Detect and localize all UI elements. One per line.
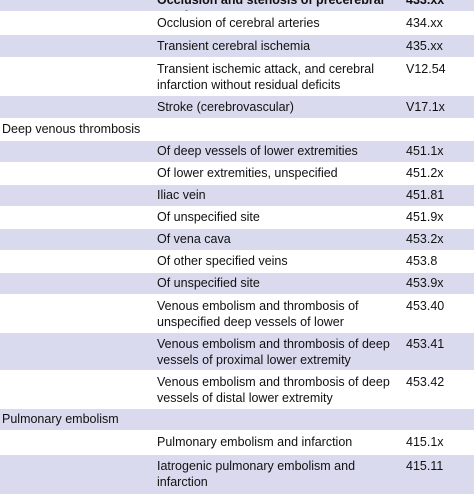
table-row: Venous embolism and thrombosis of unspec… xyxy=(0,294,474,345)
description-cell: Stroke (cerebrovascular) xyxy=(157,100,294,114)
description-cell: Of unspecified site xyxy=(157,276,260,290)
table-row: Of other specified veins 453.8 xyxy=(0,250,474,272)
table-row: Of unspecified site 451.9x xyxy=(0,206,474,228)
code-cell: 415.11 xyxy=(406,459,444,473)
table-row: Transient cerebral ischemia 435.xx xyxy=(0,34,474,57)
category-row: Deep venous thrombosis xyxy=(0,118,474,140)
description-cell: Pulmonary embolism and infarction xyxy=(157,435,353,449)
description-cell: Venous embolism and thrombosis of deep v… xyxy=(157,337,390,367)
code-cell: 453.40 xyxy=(406,299,445,313)
description-cell: Iliac vein xyxy=(157,188,206,202)
description-cell: Iatrogenic pulmonary embolism and infarc… xyxy=(157,459,356,489)
code-cell: 453.2x xyxy=(406,232,444,246)
table-row: Venous embolism and thrombosis of deep v… xyxy=(0,370,474,408)
table-row: Venous embolism and thrombosis of deep v… xyxy=(0,332,474,370)
table-row: Pulmonary embolism and infarction 415.1x xyxy=(0,430,474,454)
category-label: Pulmonary embolism xyxy=(2,412,119,426)
code-cell: 453.42 xyxy=(406,375,445,389)
table-row: Iatrogenic pulmonary embolism and infarc… xyxy=(0,454,474,494)
table-row: Of vena cava 453.2x xyxy=(0,228,474,250)
table-row: Iliac vein 451.81 xyxy=(0,184,474,206)
table-row: Of deep vessels of lower extremities 451.… xyxy=(0,140,474,162)
category-row: Pulmonary embolism xyxy=(0,408,474,430)
code-cell: 435.xx xyxy=(406,39,443,53)
category-label: Deep venous thrombosis xyxy=(2,122,141,136)
code-cell: V12.54 xyxy=(406,62,446,76)
code-cell: 453.9x xyxy=(406,276,444,290)
code-cell: 451.2x xyxy=(406,166,444,180)
description-cell: Of deep vessels of lower extremities xyxy=(157,144,358,158)
description-cell: Transient cerebral ischemia xyxy=(157,39,311,53)
table-row: Of unspecified site 453.9x xyxy=(0,272,474,294)
table-row: Occlusion of cerebral arteries 434.xx xyxy=(0,11,474,34)
description-cell: Transient ischemic attack, and cerebral … xyxy=(157,62,374,92)
code-cell: 451.1x xyxy=(406,144,444,158)
description-cell: Of vena cava xyxy=(157,232,231,246)
code-cell: 434.xx xyxy=(406,16,443,30)
code-cell: 433.xx xyxy=(406,0,445,7)
description-cell: Occlusion of cerebral arteries xyxy=(157,16,320,30)
description-cell: Of unspecified site xyxy=(157,210,260,224)
code-cell: 451.9x xyxy=(406,210,444,224)
description-cell: Of lower extremities, unspecified xyxy=(157,166,338,180)
code-cell: 415.1x xyxy=(406,435,444,449)
table-row: Transient ischemic attack, and cerebral … xyxy=(0,57,474,95)
code-cell: 453.41 xyxy=(406,337,445,351)
table-row: Of lower extremities, unspecified 451.2x xyxy=(0,162,474,184)
description-cell: Of other specified veins xyxy=(157,254,288,268)
description-cell: Venous embolism and thrombosis of deep v… xyxy=(157,375,390,405)
table-row: Stroke (cerebrovascular) V17.1x xyxy=(0,95,474,118)
code-cell: 451.81 xyxy=(406,188,445,202)
code-cell: 453.8 xyxy=(406,254,438,268)
table-row: Occlusion and stenosis of precerebral ar… xyxy=(0,0,474,23)
code-cell: V17.1x xyxy=(406,100,445,114)
